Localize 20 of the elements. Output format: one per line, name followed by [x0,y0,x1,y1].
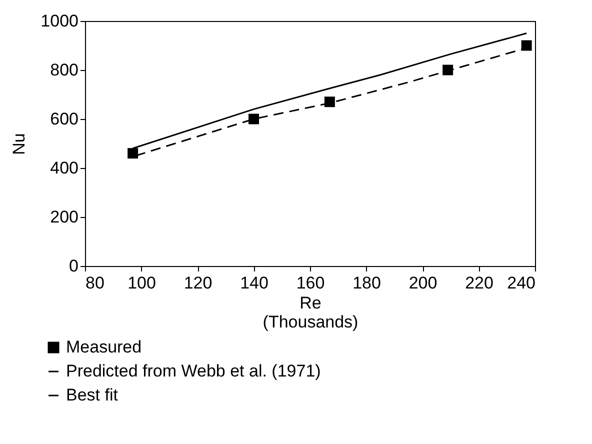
x-tick-label: 140 [240,274,268,292]
x-tick-label: 120 [184,274,212,292]
x-tick-label: 180 [352,274,381,292]
legend-label: Predicted from Webb et al. (1971) [66,362,321,380]
y-axis-title: Nu [10,133,29,155]
y-tick-label: 800 [50,60,78,80]
legend-label: Measured [66,338,142,356]
x-tick-label: 240 [507,274,536,292]
legend-label: Best fit [66,386,118,404]
x-axis-title: Re (Thousands) [262,294,358,332]
x-tick-label: 220 [465,274,494,292]
y-tick-label: 0 [69,256,78,276]
y-tick-label: 400 [50,158,78,178]
y-tick-label: 1000 [40,12,78,30]
y-tick-label: 200 [50,208,78,226]
y-tick-label: 600 [50,110,78,128]
x-tick-label: 100 [128,274,156,292]
x-tick-label: 200 [408,274,438,292]
x-tick-label: 160 [296,274,325,292]
x-tick-label: 80 [86,274,104,292]
